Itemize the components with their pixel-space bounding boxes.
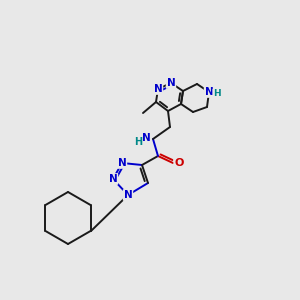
Text: N: N <box>154 84 162 94</box>
Text: N: N <box>124 190 132 200</box>
Text: N: N <box>118 158 126 168</box>
Text: O: O <box>174 158 184 168</box>
Text: N: N <box>205 87 213 97</box>
Text: N: N <box>167 78 176 88</box>
Text: H: H <box>134 137 142 147</box>
Text: H: H <box>213 89 221 98</box>
Text: N: N <box>142 133 150 143</box>
Text: N: N <box>109 174 117 184</box>
